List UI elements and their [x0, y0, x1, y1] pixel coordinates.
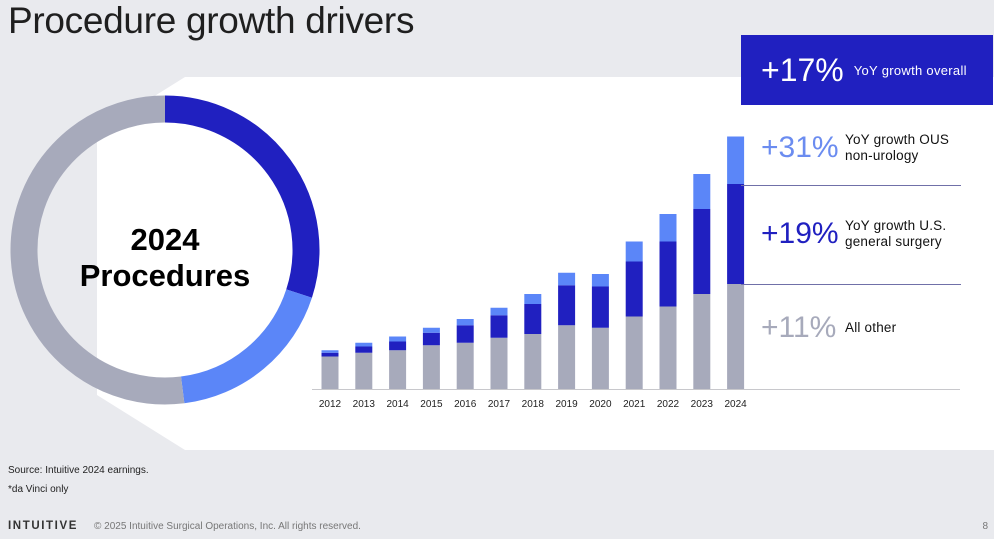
- intuitive-logo: INTUITIVE: [8, 520, 78, 532]
- x-tick-label: 2015: [420, 399, 443, 410]
- bar-2024-series-1: [727, 184, 745, 284]
- donut-segment-0: [164, 95, 320, 298]
- bar-2022-series-1: [659, 241, 677, 307]
- page-title: Procedure growth drivers: [8, 0, 415, 41]
- bar-2020-series-0: [591, 327, 609, 389]
- stacked-bar-chart: 2012 2013 2014 2015 2016 2017 2018 2019 2020 2021…: [319, 136, 747, 410]
- bar-2013-series-0: [355, 352, 373, 389]
- stat-other-value: +11%: [761, 311, 837, 344]
- bar-2016-series-2: [456, 319, 474, 326]
- bar-2017-series-0: [490, 337, 508, 389]
- bar-2012-series-2: [321, 350, 339, 353]
- bar-2012-series-0: [321, 356, 339, 389]
- donut-segment-1: [180, 289, 312, 404]
- x-tick-label: 2017: [488, 399, 511, 410]
- stat-us-value: +19%: [761, 217, 839, 250]
- donut-center-label: 2024 Procedures: [60, 222, 270, 294]
- bar-2018-series-0: [524, 334, 542, 389]
- bar-2021-series-0: [625, 316, 643, 389]
- bar-2024-series-0: [727, 284, 745, 389]
- bar-2015-series-1: [422, 332, 440, 346]
- stat-all-other: +11% All other: [761, 311, 975, 345]
- bar-2023-series-1: [693, 209, 711, 294]
- bar-2024-series-2: [727, 136, 745, 184]
- bar-2017-series-1: [490, 315, 508, 338]
- stat-us-label: YoY growth U.S. general surgery: [845, 218, 947, 249]
- bar-2022-series-0: [659, 306, 677, 389]
- x-tick-label: 2022: [657, 399, 680, 410]
- donut-caption: Procedures: [79, 258, 251, 293]
- bar-2023-series-2: [693, 174, 711, 209]
- bar-2023-series-0: [693, 294, 711, 389]
- x-tick-label: 2014: [386, 399, 409, 410]
- bar-2022-series-2: [659, 214, 677, 242]
- x-axis-line: [312, 389, 960, 390]
- x-tick-label: 2019: [555, 399, 578, 410]
- bar-2019-series-0: [558, 325, 576, 389]
- stat-ous-value: +31%: [761, 131, 839, 164]
- procedures-donut-chart: [10, 95, 320, 405]
- bar-2020-series-1: [591, 286, 609, 328]
- bar-2014-series-1: [389, 341, 407, 351]
- x-tick-label: 2021: [623, 399, 646, 410]
- x-tick-label: 2023: [691, 399, 714, 410]
- x-tick-label: 2020: [589, 399, 612, 410]
- donut-year: 2024: [130, 222, 200, 257]
- bar-2016-series-1: [456, 325, 474, 343]
- bar-2017-series-2: [490, 307, 508, 316]
- bar-2013-series-1: [355, 346, 373, 353]
- footnote: *da Vinci only: [8, 484, 69, 495]
- stat-other-label: All other: [845, 320, 897, 335]
- white-background-panel: [97, 77, 994, 450]
- bar-2015-series-0: [422, 345, 440, 389]
- stat-divider: [741, 284, 961, 285]
- bar-2014-series-2: [389, 336, 407, 342]
- x-tick-label: 2024: [724, 399, 747, 410]
- stat-ous-label: YoY growth OUS non-urology: [845, 132, 950, 163]
- bar-2019-series-2: [558, 272, 576, 286]
- overall-growth-value: +17%: [761, 51, 844, 88]
- bar-2014-series-0: [389, 350, 407, 389]
- copyright: © 2025 Intuitive Surgical Operations, In…: [94, 521, 361, 532]
- stat-divider: [741, 185, 961, 186]
- donut-segment-2: [10, 95, 185, 405]
- overall-growth-callout: +17% YoY growth overall: [741, 35, 993, 105]
- bar-2020-series-2: [591, 274, 609, 287]
- bar-2013-series-2: [355, 342, 373, 347]
- bar-2012-series-1: [321, 352, 339, 357]
- x-tick-label: 2016: [454, 399, 477, 410]
- bar-2018-series-1: [524, 304, 542, 334]
- stat-ous-non-urology: +31% YoY growth OUS non-urology: [761, 131, 975, 165]
- page-number: 8: [982, 521, 988, 532]
- bar-2019-series-1: [558, 285, 576, 326]
- bar-2021-series-1: [625, 261, 643, 317]
- bar-2021-series-2: [625, 241, 643, 262]
- x-tick-label: 2018: [522, 399, 545, 410]
- source-note: Source: Intuitive 2024 earnings.: [8, 465, 149, 476]
- bar-2015-series-2: [422, 327, 440, 333]
- bar-2018-series-2: [524, 294, 542, 304]
- stat-us-general-surgery: +19% YoY growth U.S. general surgery: [761, 217, 975, 251]
- bar-2016-series-0: [456, 342, 474, 389]
- overall-growth-label: YoY growth overall: [853, 62, 967, 78]
- x-tick-label: 2013: [353, 399, 376, 410]
- x-tick-label: 2012: [319, 399, 342, 410]
